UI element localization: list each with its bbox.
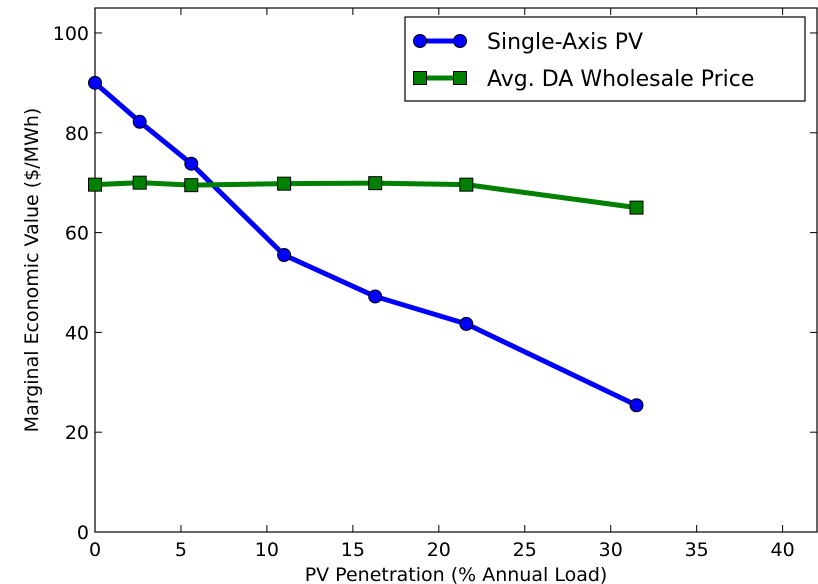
y-tick-label: 40 <box>65 322 89 344</box>
x-axis-title: PV Penetration (% Annual Load) <box>305 564 608 584</box>
x-tick-label: 10 <box>255 539 279 561</box>
data-point <box>368 176 383 191</box>
legend-marker <box>453 71 467 85</box>
data-point <box>184 156 199 171</box>
x-tick-label: 35 <box>685 539 709 561</box>
data-point <box>459 316 474 331</box>
x-tick-label: 0 <box>89 539 101 561</box>
legend: Single-Axis PV Avg. DA Wholesale Price <box>404 16 806 102</box>
legend-marker <box>413 34 427 48</box>
y-axis-title: Marginal Economic Value ($/MWh) <box>21 108 43 433</box>
y-tick-label: 60 <box>65 223 89 245</box>
legend-box <box>404 16 806 102</box>
y-tick-label: 0 <box>77 522 89 544</box>
x-tick-label: 15 <box>341 539 365 561</box>
x-tick-label: 30 <box>599 539 623 561</box>
data-point <box>132 175 147 190</box>
data-point <box>88 177 102 192</box>
x-tick-label: 20 <box>427 539 451 561</box>
legend-label: Single-Axis PV <box>487 30 643 55</box>
data-point <box>277 176 292 191</box>
data-point <box>459 177 474 192</box>
y-tick-label: 100 <box>53 23 89 45</box>
series-avg-da-wholesale-price <box>88 175 644 215</box>
legend-label: Avg. DA Wholesale Price <box>487 67 754 92</box>
data-point <box>629 398 644 413</box>
data-point <box>88 75 102 90</box>
legend-item: Single-Axis PV <box>413 30 643 55</box>
data-point <box>277 248 292 263</box>
legend-marker <box>413 71 427 85</box>
series-single-axis-pv <box>88 75 644 413</box>
series-group <box>88 75 644 413</box>
axis-ticks: 0 5 10 15 20 25 30 35 40 0 20 40 60 80 100 <box>53 8 817 561</box>
legend-item: Avg. DA Wholesale Price <box>413 67 754 92</box>
data-point <box>368 289 383 304</box>
x-tick-label: 5 <box>175 539 187 561</box>
data-point <box>184 178 199 193</box>
data-point <box>629 200 644 215</box>
x-tick-label: 40 <box>771 539 795 561</box>
legend-marker <box>453 34 467 48</box>
x-tick-label: 25 <box>513 539 537 561</box>
y-tick-label: 20 <box>65 422 89 444</box>
y-tick-label: 80 <box>65 123 89 145</box>
data-point <box>132 114 147 129</box>
